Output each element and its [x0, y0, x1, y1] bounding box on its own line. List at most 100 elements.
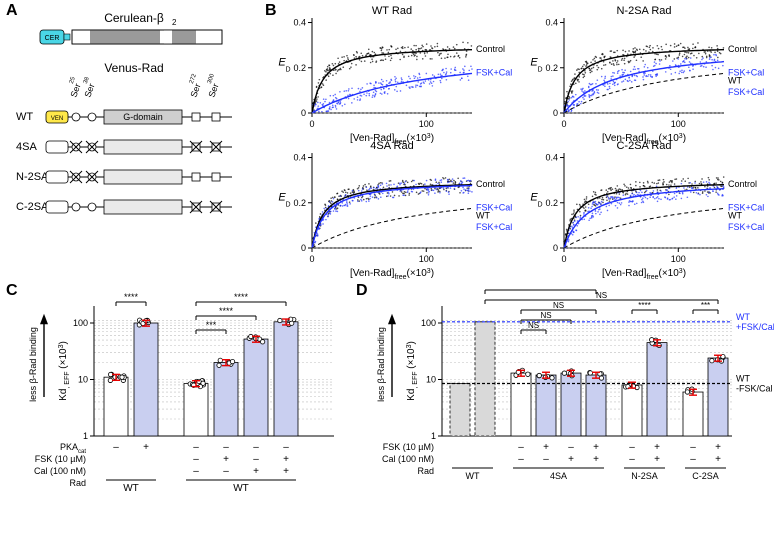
svg-text:–: –	[629, 454, 635, 465]
svg-text:0: 0	[309, 254, 314, 264]
svg-text:WT Rad: WT Rad	[372, 5, 412, 17]
svg-text:****: ****	[219, 306, 234, 316]
svg-text:–: –	[193, 442, 199, 453]
svg-text:272: 272	[189, 73, 198, 85]
svg-text:WT: WT	[466, 471, 480, 481]
svg-text:Control: Control	[476, 44, 505, 54]
svg-text:–: –	[518, 442, 524, 453]
svg-text:100: 100	[421, 318, 436, 328]
svg-text:Kd, EFF (×103): Kd, EFF (×103)	[58, 341, 71, 401]
svg-text:D: D	[285, 202, 290, 209]
svg-text:10: 10	[426, 375, 436, 385]
svg-text:Cal (100 nM): Cal (100 nM)	[34, 466, 86, 476]
svg-text:N-2SA: N-2SA	[631, 471, 658, 481]
svg-text:100: 100	[671, 119, 686, 129]
svg-text:N-2SA Rad: N-2SA Rad	[616, 5, 671, 17]
svg-text:0: 0	[309, 119, 314, 129]
svg-text:0: 0	[553, 243, 558, 253]
svg-text:[Ven-Rad]free(×103): [Ven-Rad]free(×103)	[602, 268, 686, 280]
svg-text:Control: Control	[728, 44, 757, 54]
svg-text:****: ****	[638, 301, 650, 310]
svg-text:0: 0	[561, 254, 566, 264]
svg-text:–: –	[518, 454, 524, 465]
svg-text:–: –	[568, 442, 574, 453]
svg-text:+: +	[654, 454, 660, 465]
svg-text:C-2SA: C-2SA	[16, 201, 49, 213]
svg-text:1: 1	[431, 431, 436, 441]
svg-text:+FSK/Cal: +FSK/Cal	[736, 322, 774, 332]
svg-text:+: +	[283, 466, 289, 477]
svg-text:Rad: Rad	[69, 478, 86, 488]
svg-text:Kd, EFF (×103): Kd, EFF (×103)	[406, 341, 419, 401]
svg-text:N-2SA: N-2SA	[16, 171, 49, 183]
svg-text:+: +	[715, 442, 721, 453]
svg-text:0.2: 0.2	[293, 63, 306, 73]
svg-text:10: 10	[78, 375, 88, 385]
svg-text:NS: NS	[540, 311, 551, 320]
svg-text:FSK+Cal: FSK+Cal	[476, 222, 512, 232]
svg-text:0.2: 0.2	[293, 198, 306, 208]
svg-text:Ser: Ser	[206, 82, 220, 99]
svg-text:Ser: Ser	[188, 82, 202, 99]
svg-text:NS: NS	[553, 301, 564, 310]
svg-text:2: 2	[172, 18, 177, 27]
svg-text:+: +	[143, 442, 149, 453]
svg-text:–: –	[283, 442, 289, 453]
svg-text:4SA: 4SA	[16, 141, 37, 153]
panel-c: 110100Kd, EFF (×103)less β-Rad binding**…	[12, 286, 352, 536]
svg-text:0.4: 0.4	[293, 153, 306, 163]
svg-text:[Ven-Rad]free(×103): [Ven-Rad]free(×103)	[350, 268, 434, 280]
svg-text:–: –	[193, 466, 199, 477]
svg-text:FSK+Cal: FSK+Cal	[476, 68, 512, 78]
svg-text:+: +	[593, 442, 599, 453]
svg-text:1: 1	[83, 431, 88, 441]
svg-text:–: –	[193, 454, 199, 465]
svg-text:0.4: 0.4	[545, 18, 558, 28]
svg-text:Ser: Ser	[82, 82, 96, 99]
svg-text:Venus-Rad: Venus-Rad	[104, 61, 163, 75]
svg-text:0.4: 0.4	[293, 18, 306, 28]
svg-text:–: –	[253, 454, 259, 465]
svg-text:300: 300	[207, 73, 216, 85]
svg-text:NS: NS	[528, 321, 539, 330]
svg-text:–: –	[253, 442, 259, 453]
svg-text:0.4: 0.4	[545, 153, 558, 163]
svg-text:4SA: 4SA	[550, 471, 567, 481]
svg-text:***: ***	[701, 301, 710, 310]
svg-text:–: –	[113, 442, 119, 453]
svg-text:+: +	[253, 466, 259, 477]
svg-text:FSK+Cal: FSK+Cal	[728, 87, 764, 97]
svg-text:Ser: Ser	[68, 82, 82, 99]
svg-text:Cerulean-β: Cerulean-β	[104, 11, 164, 25]
svg-text:0: 0	[561, 119, 566, 129]
svg-text:–: –	[690, 442, 696, 453]
svg-text:–: –	[690, 454, 696, 465]
svg-text:VEN: VEN	[51, 116, 63, 122]
svg-text:FSK (10 µM): FSK (10 µM)	[35, 454, 86, 464]
svg-text:4SA Rad: 4SA Rad	[370, 140, 413, 152]
svg-text:0.2: 0.2	[545, 63, 558, 73]
svg-text:WT: WT	[728, 76, 742, 86]
svg-text:****: ****	[234, 292, 249, 302]
svg-text:0: 0	[301, 243, 306, 253]
svg-text:100: 100	[671, 254, 686, 264]
svg-text:Rad: Rad	[417, 466, 434, 476]
svg-text:100: 100	[73, 318, 88, 328]
svg-text:CER: CER	[45, 35, 60, 42]
panel-d: 110100Kd, EFF (×103)less β-Rad bindingWT…	[360, 286, 774, 536]
svg-text:+: +	[715, 454, 721, 465]
svg-text:C-2SA Rad: C-2SA Rad	[616, 140, 671, 152]
svg-text:****: ****	[534, 286, 546, 290]
svg-text:–: –	[543, 454, 549, 465]
svg-text:0: 0	[553, 108, 558, 118]
svg-text:WT: WT	[16, 111, 33, 123]
panel-b: WT Rad010000.20.4ED[Ven-Rad]free(×103)Co…	[270, 0, 774, 280]
svg-text:G-domain: G-domain	[123, 112, 163, 122]
svg-text:Control: Control	[476, 179, 505, 189]
svg-text:–: –	[223, 442, 229, 453]
svg-text:–: –	[223, 466, 229, 477]
svg-text:0.2: 0.2	[545, 198, 558, 208]
svg-text:FSK+Cal: FSK+Cal	[728, 222, 764, 232]
svg-text:–: –	[629, 442, 635, 453]
svg-text:+: +	[568, 454, 574, 465]
